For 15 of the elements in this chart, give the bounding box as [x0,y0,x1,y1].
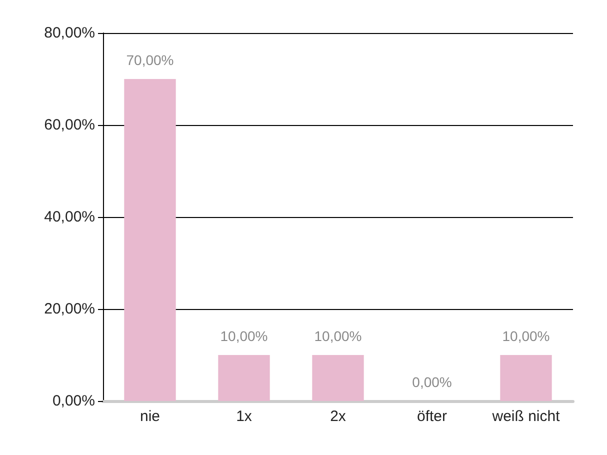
x-tick-label: nie [140,408,160,425]
data-label: 70,00% [126,52,174,68]
y-tick-label: 80,00% [44,24,95,42]
data-label: 0,00% [412,374,452,390]
x-tick-label: 2x [330,408,346,425]
y-tick-label: 60,00% [44,116,95,134]
data-label: 10,00% [314,328,362,344]
y-tick-label: 20,00% [44,300,95,318]
data-label: 10,00% [502,328,550,344]
y-tick-label: 40,00% [44,208,95,226]
y-tick-label: 0,00% [52,392,95,410]
x-tick-label: 1x [236,408,252,425]
x-tick-label: öfter [416,408,448,425]
x-tick-label: weiß nicht [491,408,561,425]
data-label: 10,00% [220,328,268,344]
